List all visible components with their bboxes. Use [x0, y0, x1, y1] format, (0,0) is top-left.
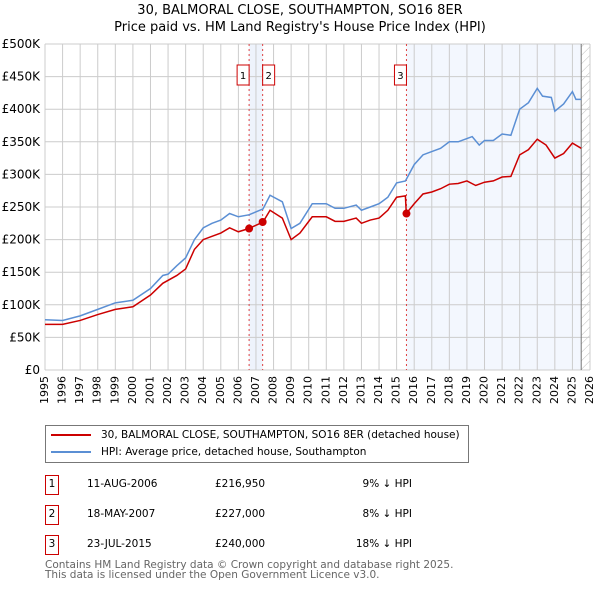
chart-subtitle: Price paid vs. HM Land Registry's House …	[114, 20, 486, 35]
x-tick-label: 2026	[583, 376, 596, 404]
x-tick-label: 2017	[425, 376, 438, 404]
sale-date: 18-MAY-2007	[87, 508, 156, 520]
sale-price: £227,000	[215, 508, 266, 520]
x-tick-label: 2003	[179, 376, 192, 404]
sale-row: 3 23-JUL-2015 £240,000 18% ↓ HPI	[45, 535, 445, 555]
sale-hpi-diff: 9% ↓ HPI	[362, 478, 412, 490]
blue-line-swatch	[51, 451, 91, 453]
x-tick-label: 2007	[249, 376, 262, 404]
y-tick-label: £50K	[9, 330, 41, 344]
y-tick-label: £400K	[2, 102, 42, 116]
footer-line-1: Contains HM Land Registry data © Crown c…	[45, 559, 454, 571]
x-tick-label: 2001	[143, 376, 156, 404]
series-line	[45, 138, 582, 326]
x-tick-label: 2004	[196, 376, 209, 404]
sale-price: £240,000	[215, 538, 266, 550]
y-tick-label: £500K	[2, 37, 42, 51]
sale-point	[245, 224, 254, 233]
series-line	[44, 86, 582, 322]
sale-label-box	[393, 64, 407, 86]
y-tick-label: £350K	[2, 135, 42, 149]
y-tick-label: £450K	[2, 70, 42, 84]
x-tick-label: 2013	[354, 376, 367, 404]
y-tick-label: £100K	[2, 298, 42, 312]
sale-label: 3	[397, 71, 403, 82]
x-tick-label: 2012	[337, 376, 350, 404]
sale-label: 1	[240, 71, 246, 82]
legend: 30, BALMORAL CLOSE, SOUTHAMPTON, SO16 8E…	[45, 425, 469, 463]
legend-item-property: 30, BALMORAL CLOSE, SOUTHAMPTON, SO16 8E…	[51, 429, 460, 441]
sale-price: £216,950	[215, 478, 266, 490]
x-tick-label: 2023	[530, 376, 543, 404]
sale-label-box	[236, 64, 250, 86]
sale-row: 1 11-AUG-2006 £216,950 9% ↓ HPI	[45, 475, 445, 495]
x-tick-label: 2005	[214, 376, 227, 404]
x-tick-label: 2016	[407, 376, 420, 404]
sale-point	[258, 217, 267, 226]
legend-item-hpi: HPI: Average price, detached house, Sout…	[51, 446, 366, 458]
x-tick-label: 2025	[565, 376, 578, 404]
x-tick-label: 2019	[460, 376, 473, 404]
sale-label: 2	[265, 71, 271, 82]
sale-hpi-diff: 18% ↓ HPI	[355, 538, 412, 550]
chart-title: 30, BALMORAL CLOSE, SOUTHAMPTON, SO16 8E…	[137, 3, 463, 18]
y-tick-label: £250K	[2, 200, 42, 214]
sale-date: 11-AUG-2006	[87, 478, 158, 490]
sale-number: 2	[45, 505, 59, 525]
footer-line-2: This data is licensed under the Open Gov…	[45, 569, 380, 581]
x-tick-label: 2008	[267, 376, 280, 404]
x-tick-label: 2009	[284, 376, 297, 404]
legend-label: 30, BALMORAL CLOSE, SOUTHAMPTON, SO16 8E…	[101, 429, 460, 441]
x-tick-label: 2018	[442, 376, 455, 404]
x-tick-label: 1995	[38, 376, 51, 404]
sale-number: 3	[45, 535, 59, 555]
x-tick-label: 1997	[73, 376, 86, 404]
x-tick-label: 1998	[91, 376, 104, 404]
sale-date: 23-JUL-2015	[87, 538, 152, 550]
x-tick-label: 1996	[56, 376, 69, 404]
y-tick-label: £150K	[2, 265, 42, 279]
y-tick-label: £0	[25, 363, 40, 377]
sale-point	[402, 209, 411, 218]
x-tick-label: 2020	[478, 376, 491, 404]
x-tick-label: 1999	[108, 376, 121, 404]
x-tick-label: 2021	[495, 376, 508, 404]
y-tick-label: £200K	[2, 233, 42, 247]
sale-label-box	[262, 64, 276, 86]
sale-number: 1	[45, 475, 59, 495]
x-tick-label: 2006	[231, 376, 244, 404]
x-tick-label: 2010	[302, 376, 315, 404]
sale-row: 2 18-MAY-2007 £227,000 8% ↓ HPI	[45, 505, 445, 525]
x-tick-label: 2002	[161, 376, 174, 404]
footer: Contains HM Land Registry data © Crown c…	[45, 559, 454, 581]
x-tick-label: 2014	[372, 376, 385, 404]
y-tick-label: £300K	[2, 167, 42, 181]
x-tick-label: 2015	[390, 376, 403, 404]
price-chart: 1995 1996 1997 1998 1999 2000 2001 2002 2003 2004…	[2, 37, 596, 404]
x-tick-label: 2000	[126, 376, 139, 404]
legend-label: HPI: Average price, detached house, Sout…	[101, 446, 367, 458]
sale-hpi-diff: 8% ↓ HPI	[362, 508, 412, 520]
x-tick-label: 2022	[513, 376, 526, 404]
red-line-swatch	[51, 434, 91, 436]
x-tick-label: 2024	[548, 376, 561, 404]
x-tick-label: 2011	[319, 376, 332, 404]
